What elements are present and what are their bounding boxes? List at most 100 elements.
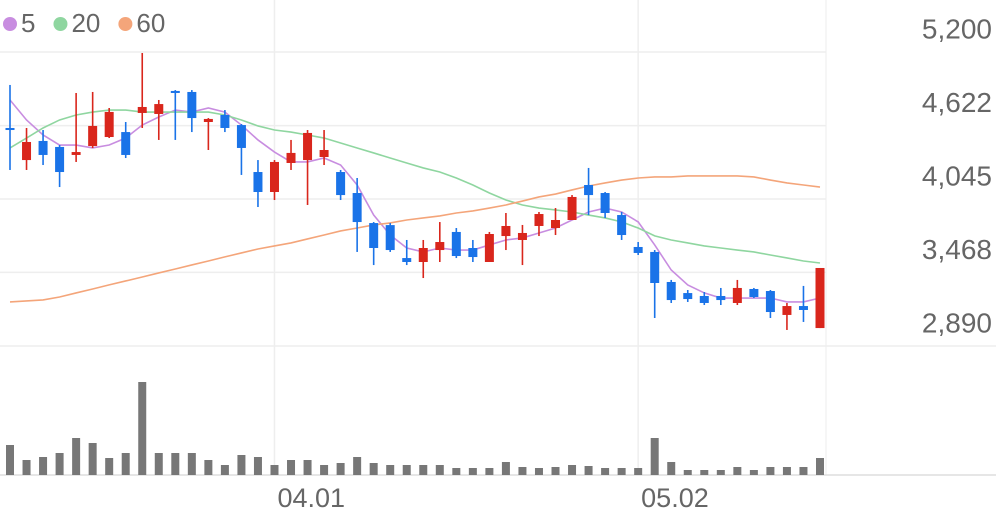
candle-body	[534, 214, 544, 226]
volume-bar	[782, 467, 791, 475]
candle-body	[567, 196, 577, 220]
candle-body	[765, 291, 775, 313]
candle-body	[236, 125, 246, 148]
ma-line	[9, 99, 821, 303]
volume-bar	[353, 457, 362, 475]
legend-dot	[53, 17, 68, 31]
volume-bar	[287, 460, 296, 475]
volume-bar	[204, 460, 213, 475]
candle-body	[303, 132, 313, 161]
candle-body	[484, 234, 494, 262]
volume-bar	[270, 465, 279, 475]
volume-bar	[22, 460, 31, 475]
candle-body	[38, 140, 48, 155]
candle-body	[798, 306, 808, 310]
candle-body	[451, 231, 461, 257]
candle-body	[104, 111, 114, 138]
volume-bar	[369, 463, 378, 475]
candle-body	[22, 141, 32, 161]
volume-bar	[72, 438, 81, 475]
volume-bar	[551, 467, 560, 475]
candle-body	[435, 242, 445, 251]
candle-body	[551, 220, 561, 229]
volume-bar	[733, 467, 742, 475]
y-tick-label: 2,890	[922, 307, 992, 338]
candle-body	[600, 193, 610, 213]
ma-line	[9, 175, 821, 303]
candle-body	[815, 267, 825, 329]
volume-bar	[386, 465, 395, 475]
volume-bar	[534, 468, 543, 475]
candle-body	[749, 288, 759, 297]
candle-body	[170, 90, 180, 93]
volume-bar	[650, 438, 659, 475]
volume-bar	[584, 466, 593, 475]
volume-bar	[799, 467, 808, 475]
volume-bar	[749, 470, 758, 475]
legend-label: 5	[21, 8, 35, 38]
legend-label: 20	[71, 8, 100, 38]
candle-body	[716, 295, 726, 301]
volume-bar	[336, 463, 345, 475]
candle-body	[517, 232, 527, 240]
candle-body	[782, 306, 792, 315]
volume-bar	[320, 465, 329, 475]
candle-body	[584, 185, 594, 196]
candle-body	[650, 251, 660, 283]
volume-bar	[485, 468, 494, 475]
y-tick-label: 5,200	[922, 13, 992, 44]
volume-bar	[39, 457, 48, 475]
candle-body	[5, 127, 15, 131]
candle-body	[683, 293, 693, 300]
candle-body	[418, 248, 428, 262]
volume-bar	[138, 382, 147, 475]
candle-body	[71, 152, 81, 155]
candle-body	[501, 225, 511, 237]
legend-dot	[118, 17, 133, 31]
volume-bar	[766, 467, 775, 475]
volume-bar	[121, 453, 130, 475]
volume-bar	[402, 465, 411, 475]
volume-bar	[187, 453, 196, 475]
candle-body	[286, 152, 296, 163]
volume-bar	[55, 453, 64, 475]
candle-body	[732, 287, 742, 303]
candle-body	[319, 150, 329, 157]
volume-bar	[634, 468, 643, 475]
volume-bar	[253, 457, 262, 475]
volume-bar	[617, 468, 626, 475]
volume-bar	[237, 455, 246, 475]
candle-body	[55, 146, 65, 173]
candle-body	[187, 91, 197, 119]
candle-body	[369, 223, 379, 248]
candle-body	[154, 104, 164, 114]
volume-bar	[303, 460, 312, 475]
volume-bar	[105, 458, 114, 475]
y-tick-label: 4,045	[922, 160, 992, 191]
x-tick-label: 05.02	[641, 483, 709, 513]
candle-body	[336, 172, 346, 196]
candle-body	[121, 132, 131, 155]
y-tick-label: 3,468	[922, 234, 992, 265]
legend-dot	[3, 17, 17, 31]
volume-bar	[683, 470, 692, 475]
volume-bar	[601, 468, 610, 475]
volume-bar	[568, 465, 577, 475]
volume-bar	[816, 458, 824, 475]
candle-body	[269, 161, 279, 192]
volume-bar	[468, 468, 477, 475]
candle-body	[137, 106, 147, 113]
volume-bar	[88, 443, 97, 475]
volume-bar	[667, 462, 676, 475]
volume-bar	[220, 465, 229, 475]
volume-bar	[435, 465, 444, 475]
volume-bar	[6, 445, 14, 475]
candle-body	[666, 281, 676, 301]
candle-body	[617, 215, 627, 236]
candle-body	[203, 118, 213, 122]
candle-body	[633, 246, 643, 253]
volume-bar	[154, 453, 163, 475]
volume-bar	[501, 462, 510, 475]
y-tick-label: 4,622	[922, 87, 992, 118]
